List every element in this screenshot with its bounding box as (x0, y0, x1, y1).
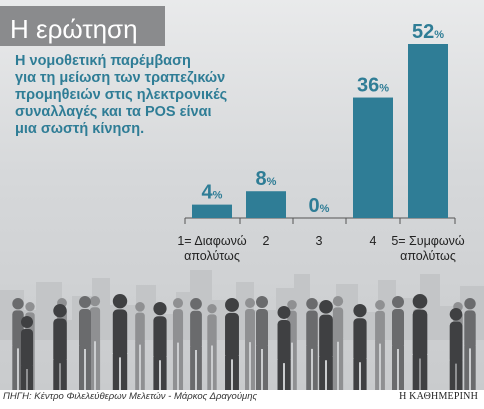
bar (353, 97, 393, 218)
person-silhouette (332, 296, 344, 390)
person-silhouette (225, 298, 239, 390)
value-unit: % (213, 190, 223, 202)
person-silhouette (53, 304, 67, 390)
bar-value-label: 8% (256, 168, 277, 190)
infographic-panel: Η ερώτηση Η νομοθετική παρέμβαση για τη … (0, 0, 484, 390)
person-silhouette (207, 304, 217, 390)
person-silhouette (464, 298, 476, 390)
category-label: απολύτως (400, 249, 456, 263)
publisher-logo: Η ΚΑΘΗΜΕΡΙΝΗ (399, 391, 478, 402)
bar (246, 191, 286, 218)
person-silhouette (172, 298, 184, 390)
person-silhouette (79, 296, 91, 390)
bar-value-label: 52% (412, 21, 444, 43)
value-unit: % (379, 83, 389, 95)
title-box: Η ερώτηση (0, 6, 165, 46)
bar-value-label: 4% (202, 182, 223, 204)
person-silhouette (135, 302, 145, 390)
category-label: απολύτως (184, 249, 240, 263)
category-label: 3 (316, 234, 323, 248)
bar-value-label: 0% (309, 195, 330, 217)
person-silhouette (256, 296, 268, 390)
question-text: Η νομοθετική παρέμβαση για τη μείωση των… (15, 53, 228, 137)
value-unit: % (434, 29, 444, 41)
person-silhouette (319, 300, 333, 390)
person-silhouette (112, 294, 128, 390)
value-unit: % (320, 203, 330, 215)
bar-value-label: 36% (357, 75, 389, 97)
person-silhouette (89, 296, 101, 390)
chart-title: Η ερώτηση (10, 14, 138, 44)
person-silhouette (412, 294, 428, 390)
person-silhouette (449, 308, 463, 390)
bar (192, 204, 232, 218)
person-silhouette (245, 298, 255, 390)
person-silhouette (277, 306, 291, 390)
person-silhouette (190, 298, 202, 390)
person-silhouette (21, 316, 33, 390)
category-label: 4 (370, 234, 377, 248)
person-silhouette (153, 302, 167, 390)
bar (408, 44, 448, 218)
skyline-building (294, 274, 310, 340)
value-unit: % (267, 176, 277, 188)
person-silhouette (353, 304, 367, 390)
crowd-silhouettes-illustration (12, 294, 476, 390)
person-silhouette (392, 296, 404, 390)
person-silhouette (306, 298, 318, 390)
person-silhouette (375, 300, 385, 390)
source-note: ΠΗΓΗ: Κέντρο Φιλελεύθερων Μελετών - Μάρκ… (3, 391, 258, 402)
category-label: 1= Διαφωνώ (177, 234, 247, 248)
category-label: 5= Συμφωνώ (391, 234, 465, 248)
category-label: 2 (263, 234, 270, 248)
